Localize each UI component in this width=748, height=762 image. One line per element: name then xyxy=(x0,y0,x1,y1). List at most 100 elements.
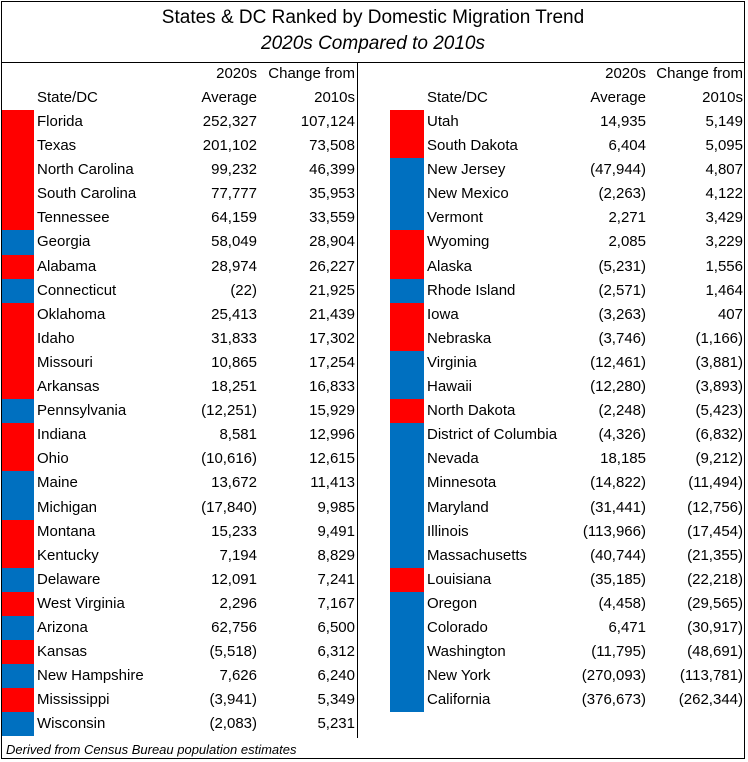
change-value: 26,227 xyxy=(309,257,355,275)
table-row: New Hampshire 7,626 6,240 xyxy=(2,664,357,689)
table-row: Oregon (4,458) (29,565) xyxy=(388,591,744,616)
table-row: Alabama 28,974 26,227 xyxy=(2,254,357,279)
state-name: Florida xyxy=(37,113,83,130)
state-name: Hawaii xyxy=(427,378,473,396)
change-value: (3,893) xyxy=(695,378,743,396)
table-row: South Carolina 77,777 35,953 xyxy=(2,182,357,207)
color-swatch xyxy=(390,182,424,207)
avg-value: 18,185 xyxy=(600,450,646,468)
table-row: Florida 252,327 107,124 xyxy=(2,110,357,135)
change-value: 33,559 xyxy=(309,209,355,227)
color-swatch xyxy=(2,423,34,448)
change-value: (113,781) xyxy=(679,667,743,685)
state-name: North Carolina xyxy=(37,161,134,179)
right-header-chg-line2: 2010s xyxy=(702,89,743,106)
table-row: Mississippi (3,941) 5,349 xyxy=(2,688,357,713)
avg-value: (4,326) xyxy=(598,426,646,444)
table-row: Utah 14,935 5,149 xyxy=(388,110,744,135)
color-swatch xyxy=(2,447,34,472)
color-swatch xyxy=(2,110,34,135)
table-row: Arizona 62,756 6,500 xyxy=(2,615,357,641)
state-name: Georgia xyxy=(37,233,91,251)
avg-value: (12,280) xyxy=(590,378,646,396)
table-row: Maryland (31,441) (12,756) xyxy=(388,495,744,520)
color-swatch xyxy=(390,399,424,424)
state-name: Wyoming xyxy=(427,233,490,251)
avg-value: 6,471 xyxy=(608,618,646,636)
change-value: (30,917) xyxy=(687,618,743,636)
color-swatch xyxy=(2,206,34,231)
avg-value: (11,795) xyxy=(591,643,646,661)
color-swatch xyxy=(390,134,424,159)
change-value: (29,565) xyxy=(687,594,743,612)
avg-value: (3,263) xyxy=(598,305,646,323)
avg-value: 99,232 xyxy=(211,161,257,179)
avg-value: (5,518) xyxy=(209,643,257,661)
color-swatch xyxy=(390,640,424,665)
avg-value: 8,581 xyxy=(219,426,257,444)
state-name: New Hampshire xyxy=(37,667,144,685)
table-row: Michigan (17,840) 9,985 xyxy=(2,495,357,520)
table-row: Idaho 31,833 17,302 xyxy=(2,326,357,351)
color-swatch xyxy=(390,158,424,183)
color-swatch xyxy=(2,399,34,424)
state-name: Colorado xyxy=(427,618,488,636)
footnote: Derived from Census Bureau population es… xyxy=(6,742,297,757)
state-name: Delaware xyxy=(37,570,101,588)
color-swatch xyxy=(2,375,34,400)
color-swatch xyxy=(2,254,34,279)
color-swatch xyxy=(390,471,424,496)
color-swatch xyxy=(2,519,34,544)
change-value: 21,439 xyxy=(309,305,355,323)
state-name: Kansas xyxy=(37,643,88,661)
change-value: (1,166) xyxy=(695,329,743,347)
change-value: (3,881) xyxy=(695,353,743,371)
avg-value: (2,083) xyxy=(209,715,257,733)
change-value: 4,807 xyxy=(705,161,743,179)
change-value: 407 xyxy=(717,305,743,323)
color-swatch xyxy=(2,134,34,159)
state-name: Missouri xyxy=(37,353,93,371)
state-name: Maryland xyxy=(427,498,489,516)
table-row: Delaware 12,091 7,241 xyxy=(2,567,357,592)
table-row: Wyoming 2,085 3,229 xyxy=(388,230,744,255)
change-value: 6,240 xyxy=(317,667,355,685)
avg-value: 252,327 xyxy=(202,113,257,130)
change-value: 6,312 xyxy=(317,643,355,661)
change-value: (22,218) xyxy=(687,570,743,588)
table-row: Texas 201,102 73,508 xyxy=(2,134,357,159)
change-value: 21,925 xyxy=(309,281,355,299)
table-row: District of Columbia (4,326) (6,832) xyxy=(388,423,744,448)
change-value: 11,413 xyxy=(310,474,355,492)
state-name: Washington xyxy=(427,643,506,661)
color-swatch xyxy=(390,447,424,472)
color-swatch xyxy=(2,688,34,713)
color-swatch xyxy=(2,664,34,689)
color-swatch xyxy=(2,640,34,665)
color-swatch xyxy=(2,302,34,327)
avg-value: (14,822) xyxy=(590,474,646,492)
change-value: 46,399 xyxy=(309,161,355,179)
avg-value: (2,248) xyxy=(598,402,646,420)
color-swatch xyxy=(2,326,34,351)
table-row: Vermont 2,271 3,429 xyxy=(388,206,744,231)
chart-subtitle: 2020s Compared to 2010s xyxy=(261,33,485,54)
change-value: 15,929 xyxy=(309,402,355,420)
table-row: Kansas (5,518) 6,312 xyxy=(2,640,357,665)
table-row: Georgia 58,049 28,904 xyxy=(2,230,357,255)
change-value: 4,122 xyxy=(705,185,743,203)
table-row: North Dakota (2,248) (5,423) xyxy=(388,399,744,424)
avg-value: (2,571) xyxy=(598,281,646,299)
table-row: Missouri 10,865 17,254 xyxy=(2,350,357,376)
avg-value: 10,865 xyxy=(211,353,257,371)
avg-value: (2,263) xyxy=(598,185,646,203)
color-swatch xyxy=(390,375,424,400)
change-value: 7,167 xyxy=(317,594,355,612)
color-swatch xyxy=(390,615,424,641)
avg-value: (40,744) xyxy=(590,546,646,564)
state-name: New Mexico xyxy=(427,185,509,203)
avg-value: 2,271 xyxy=(608,209,646,227)
state-name: Maine xyxy=(37,474,78,492)
color-swatch xyxy=(390,230,424,255)
